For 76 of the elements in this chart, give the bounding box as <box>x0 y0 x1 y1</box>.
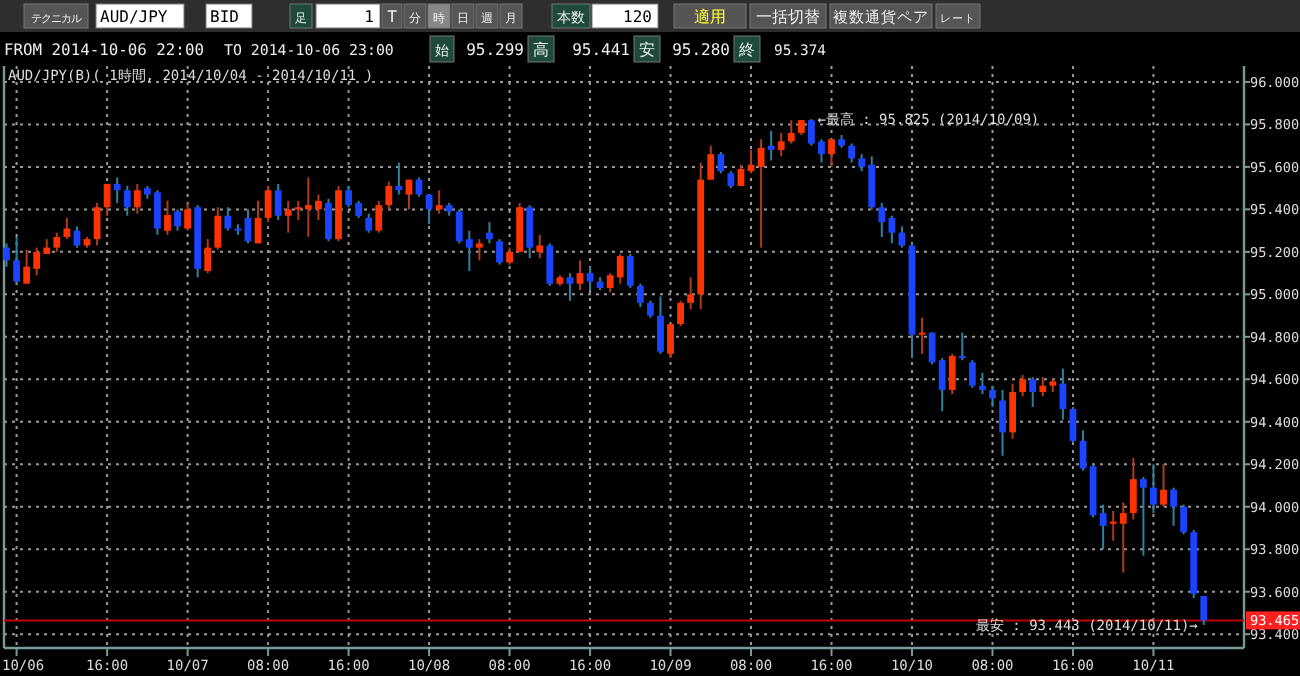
candlestick <box>777 131 785 158</box>
candlestick <box>1200 594 1208 627</box>
candlestick <box>677 299 684 328</box>
candlestick <box>63 216 71 241</box>
candlestick <box>1160 463 1167 508</box>
candlestick <box>1150 463 1157 515</box>
text: T <box>387 8 398 26</box>
candlestick <box>767 129 775 162</box>
candlestick <box>968 359 976 389</box>
text: AUD/JPY <box>100 8 168 26</box>
candlestick <box>958 331 966 362</box>
text: 安 <box>639 41 655 59</box>
candlestick <box>184 202 192 232</box>
candlestick <box>1139 476 1147 557</box>
text: 一括切替 <box>756 8 820 26</box>
candlestick <box>274 182 282 221</box>
candlestick <box>536 233 544 260</box>
candlestick <box>979 371 986 396</box>
candlestick <box>586 265 594 292</box>
candlestick <box>164 199 171 236</box>
text: 95.299 <box>466 41 525 59</box>
candlestick <box>1180 503 1188 536</box>
candlestick <box>516 202 524 253</box>
candlestick <box>948 352 956 396</box>
candlestick <box>13 235 20 285</box>
candlestick <box>717 151 725 175</box>
candlestick <box>1170 486 1177 527</box>
candlestick <box>325 197 332 243</box>
candlestick <box>576 259 584 292</box>
candlestick <box>385 180 393 211</box>
candlestick <box>284 199 292 234</box>
candlestick <box>123 185 131 217</box>
text: 終 <box>737 41 755 59</box>
candlestick <box>365 212 373 234</box>
candlestick <box>1129 456 1137 521</box>
candlestick <box>113 176 121 204</box>
candlestick <box>174 208 181 232</box>
candlestick <box>53 231 61 253</box>
candlestick <box>486 221 493 245</box>
candlestick <box>1039 376 1047 398</box>
text: BID <box>210 8 240 26</box>
candlestick <box>989 384 996 408</box>
candlestick <box>546 242 554 287</box>
candlestick <box>1019 374 1027 398</box>
candlestick <box>204 238 212 275</box>
text: 適用 <box>694 8 726 26</box>
text: 高 <box>533 41 549 59</box>
candlestick <box>687 276 695 311</box>
candlestick <box>1029 376 1037 408</box>
candlestick <box>395 161 403 196</box>
candlestick <box>133 182 141 215</box>
candlestick <box>224 206 232 232</box>
candlestick <box>435 189 443 215</box>
candlestick <box>375 199 383 234</box>
text: 95.441 <box>572 41 631 59</box>
text: 120 <box>623 8 653 26</box>
candlestick <box>828 138 835 168</box>
candlestick <box>3 242 10 268</box>
candlestick <box>496 238 503 266</box>
candlestick <box>1009 382 1016 440</box>
candlestick <box>636 282 644 309</box>
candlestick <box>999 388 1006 457</box>
candlestick <box>848 142 856 164</box>
candlestick <box>787 119 795 145</box>
candlestick <box>1099 503 1107 551</box>
text: 1 <box>364 8 375 26</box>
candlestick <box>103 182 111 217</box>
candlestick <box>566 272 574 302</box>
candlestick <box>475 238 483 262</box>
candlestick <box>667 323 674 360</box>
candlestick <box>707 144 715 181</box>
candlestick <box>626 252 634 289</box>
candlestick <box>526 204 534 260</box>
candlestick <box>214 206 222 251</box>
candlestick <box>657 295 664 355</box>
text: 95.280 <box>672 41 731 59</box>
